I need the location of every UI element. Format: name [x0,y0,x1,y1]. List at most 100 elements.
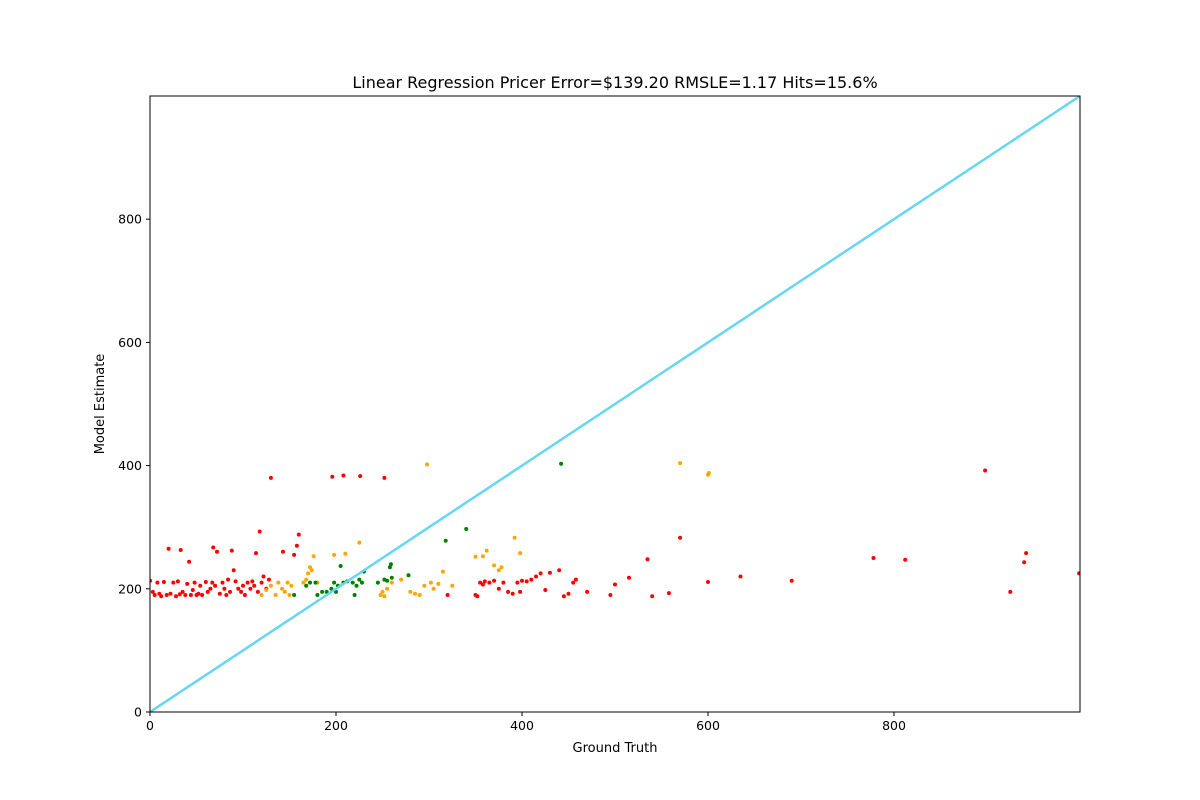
data-point [487,580,492,585]
data-point [706,471,711,475]
data-point [236,586,241,591]
data-point [1077,571,1080,576]
data-point [534,574,538,579]
reference-line [150,96,1080,712]
data-point [506,589,511,594]
data-point [304,577,309,582]
data-point [239,589,244,594]
data-point [208,586,213,591]
data-point [492,563,497,568]
data-point [789,578,794,583]
data-point [183,593,188,597]
data-point [171,580,176,585]
data-point [484,548,489,553]
data-point [309,568,314,573]
data-point [220,580,225,585]
data-point [492,578,497,583]
data-point [205,589,210,594]
plot-frame [149,95,1081,713]
data-point [150,589,155,594]
data-point [168,591,173,596]
data-point [210,580,215,585]
data-point [268,475,273,480]
data-point [496,586,501,591]
data-point [443,538,448,543]
data-point [499,565,504,570]
data-point [573,577,578,582]
data-point [164,593,169,597]
data-point [543,588,548,592]
data-point [257,529,262,534]
data-point [259,580,264,585]
data-point [311,554,316,559]
y-tick-label: 600 [118,335,142,350]
data-point [259,593,264,597]
data-point [330,474,335,479]
data-point [289,583,294,588]
data-point [608,593,613,597]
data-point [255,589,260,594]
data-point [301,580,306,585]
plot-area [150,96,1080,712]
data-point [155,580,160,585]
data-point [375,580,380,585]
data-point [332,580,337,585]
data-point [352,593,357,597]
data-point [389,575,394,580]
data-point [413,591,417,596]
data-point [276,580,281,585]
data-point [518,551,523,556]
data-point [233,579,238,584]
data-point [378,593,383,597]
data-point [738,574,743,579]
data-point [215,549,219,554]
data-point [627,575,631,580]
x-tick-label: 200 [324,718,348,733]
data-point [478,580,483,585]
data-point [211,545,216,550]
data-point [320,589,325,594]
data-point [473,554,478,559]
data-point [161,580,166,584]
data-point [1022,560,1027,565]
data-point [388,562,393,567]
data-point [315,593,320,597]
data-point [280,586,285,591]
data-point [389,580,394,585]
data-point [475,594,480,599]
data-point [198,583,203,588]
data-point [350,580,355,585]
data-point [1024,551,1029,556]
data-point [250,579,255,584]
data-point [903,557,908,562]
data-point [385,586,390,591]
data-point [436,581,441,586]
data-point [264,588,269,592]
data-point [496,568,501,573]
data-point [360,580,364,585]
data-point [267,577,271,582]
data-point [518,589,523,594]
data-point [382,475,387,480]
data-point [406,573,411,578]
data-point [185,581,190,586]
data-point [281,549,285,554]
data-point [254,551,258,556]
data-point [308,580,312,585]
data-point [480,554,485,559]
data-point [357,577,362,582]
data-point [428,580,433,585]
data-point [242,593,247,597]
data-point [166,546,171,551]
data-point [192,580,197,585]
y-tick-label: 0 [134,705,142,720]
x-tick-label: 600 [696,718,720,733]
data-point [425,462,430,467]
data-point [292,552,297,557]
data-point [308,565,312,570]
data-point [282,589,287,594]
data-point [501,580,506,585]
data-point [159,594,164,599]
x-axis-label: Ground Truth [573,741,658,756]
